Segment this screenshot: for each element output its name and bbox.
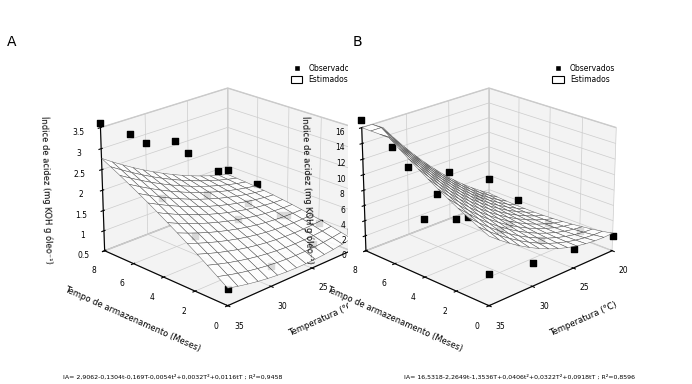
Text: IA= 16,5318-2,2649t-1,3536T+0,0406t²+0,0322T²+0,0918tT ; R²=0,8596: IA= 16,5318-2,2649t-1,3536T+0,0406t²+0,0…	[403, 375, 635, 380]
Y-axis label: Tempo de armazenamento (Meses): Tempo de armazenamento (Meses)	[325, 285, 464, 353]
Legend: Observados, Estimados: Observados, Estimados	[548, 60, 619, 88]
X-axis label: Temperatura (°C): Temperatura (°C)	[288, 300, 358, 338]
Text: B: B	[353, 35, 363, 49]
Text: A: A	[7, 35, 17, 49]
X-axis label: Temperatura (°C): Temperatura (°C)	[549, 300, 619, 338]
Legend: Observados, Estimados: Observados, Estimados	[287, 60, 358, 88]
Text: IA= 2,9062-0,1304t-0,169T-0,0054t²+0,0032T²+0,0116tT ; R²=0,9458: IA= 2,9062-0,1304t-0,169T-0,0054t²+0,003…	[63, 375, 283, 380]
Y-axis label: Tempo de armazenamento (Meses): Tempo de armazenamento (Meses)	[64, 285, 202, 353]
